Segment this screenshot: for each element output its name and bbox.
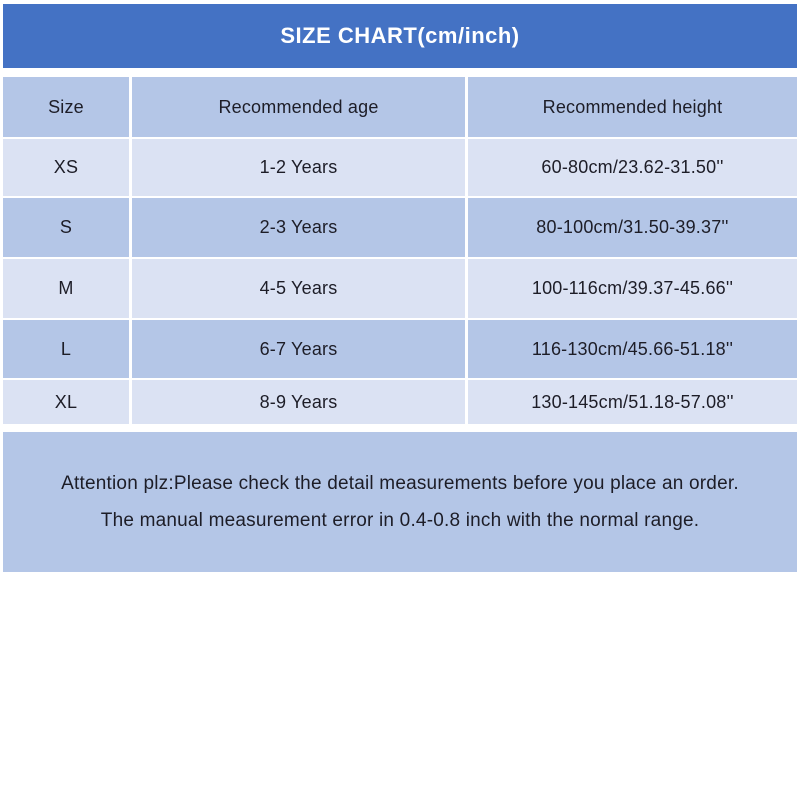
age-value: 8-9 Years	[132, 380, 465, 424]
size-value: XL	[3, 380, 129, 424]
height-value: 100-116cm/39.37-45.66''	[468, 259, 797, 318]
table-row-l: L 6-7 Years 116-130cm/45.66-51.18''	[3, 320, 797, 378]
column-header-height: Recommended height	[468, 77, 797, 137]
size-table: Size Recommended age Recommended height …	[3, 77, 797, 424]
table-row-xs: XS 1-2 Years 60-80cm/23.62-31.50''	[3, 139, 797, 196]
age-value: 4-5 Years	[132, 259, 465, 318]
height-value: 130-145cm/51.18-57.08''	[468, 380, 797, 424]
table-header-row: Size Recommended age Recommended height	[3, 77, 797, 137]
table-row-m: M 4-5 Years 100-116cm/39.37-45.66''	[3, 259, 797, 318]
page-title: SIZE CHART(cm/inch)	[280, 23, 520, 48]
size-value: L	[3, 320, 129, 378]
size-value: S	[3, 198, 129, 257]
height-value: 60-80cm/23.62-31.50''	[468, 139, 797, 196]
attention-note: Attention plz:Please check the detail me…	[3, 432, 797, 572]
age-value: 6-7 Years	[132, 320, 465, 378]
table-row-xl: XL 8-9 Years 130-145cm/51.18-57.08''	[3, 380, 797, 424]
age-value: 1-2 Years	[132, 139, 465, 196]
column-header-size: Size	[3, 77, 129, 137]
attention-note-line1: Attention plz:Please check the detail me…	[61, 473, 739, 494]
size-value: M	[3, 259, 129, 318]
height-value: 80-100cm/31.50-39.37''	[468, 198, 797, 257]
column-header-age: Recommended age	[132, 77, 465, 137]
chart-title-bar: SIZE CHART(cm/inch)	[3, 4, 797, 68]
age-value: 2-3 Years	[132, 198, 465, 257]
table-row-s: S 2-3 Years 80-100cm/31.50-39.37''	[3, 198, 797, 257]
size-chart-sheet: SIZE CHART(cm/inch) Size Recommended age…	[3, 0, 797, 800]
height-value: 116-130cm/45.66-51.18''	[468, 320, 797, 378]
size-value: XS	[3, 139, 129, 196]
attention-note-line2: The manual measurement error in 0.4-0.8 …	[100, 510, 700, 531]
